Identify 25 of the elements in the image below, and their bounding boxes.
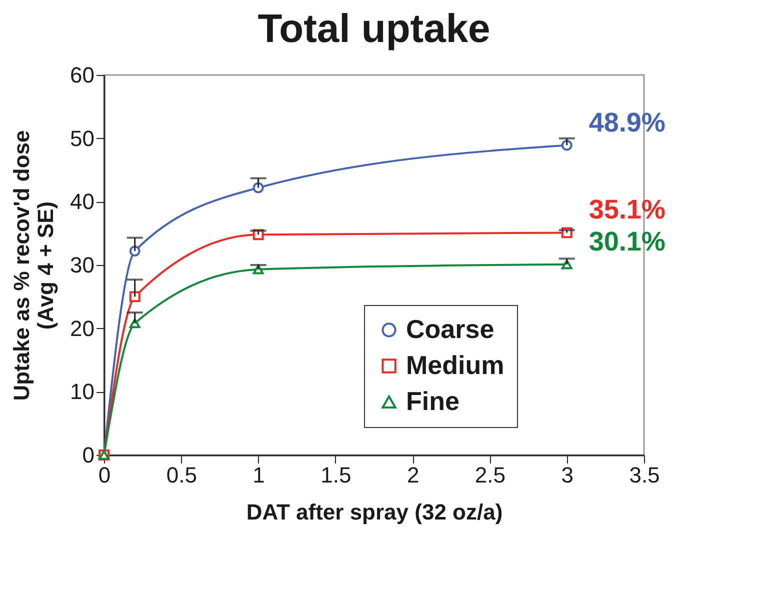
annotation: 30.1% xyxy=(588,226,666,256)
y-tick-label: 10 xyxy=(70,379,94,404)
y-tick-label: 0 xyxy=(82,442,94,468)
annotation: 48.9% xyxy=(588,107,666,138)
y-tick-label: 50 xyxy=(70,126,94,151)
y-tick-label: 60 xyxy=(70,62,94,88)
x-tick-label: 0.5 xyxy=(166,462,197,488)
x-axis-title: DAT after spray (32 oz/a) xyxy=(246,500,503,524)
x-tick-label: 3.5 xyxy=(629,462,660,488)
y-tick-label: 30 xyxy=(70,252,94,278)
y-tick-label: 20 xyxy=(70,316,94,341)
legend-label: Coarse xyxy=(406,314,494,344)
point xyxy=(129,291,140,302)
x-tick-label: 2.5 xyxy=(474,462,506,488)
chart-title: Total uptake xyxy=(258,7,490,51)
annotation: 35.1% xyxy=(588,194,666,225)
legend-label: Fine xyxy=(406,386,460,416)
legend-label: Medium xyxy=(406,350,504,380)
y-tick-label: 40 xyxy=(70,189,94,214)
x-tick-label: 1 xyxy=(252,462,265,488)
y-axis-title: Uptake as % recov'd dose (Avg 4 + SE) xyxy=(9,130,58,401)
x-tick-label: 3 xyxy=(561,462,574,488)
x-tick-label: 2 xyxy=(406,462,420,488)
x-tick-label: 0 xyxy=(98,462,111,488)
x-tick-label: 1.5 xyxy=(320,462,352,488)
